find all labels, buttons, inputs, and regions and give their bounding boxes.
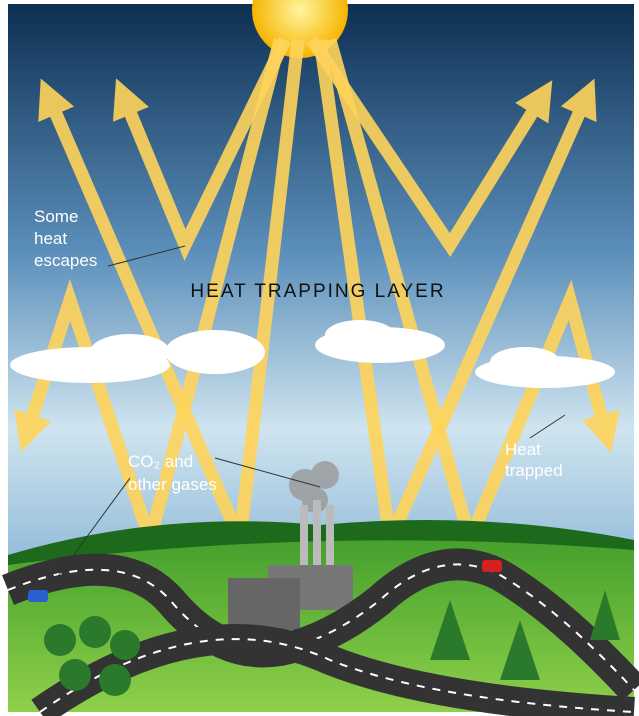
trees (44, 590, 620, 696)
layer-label: HEAT TRAPPING LAYER (190, 281, 445, 302)
tree (110, 630, 140, 660)
tree (99, 664, 131, 696)
leader-line (529, 414, 566, 439)
tree (79, 616, 111, 648)
smoke-puff (311, 461, 339, 489)
tree (44, 624, 76, 656)
treeline-shape (8, 520, 634, 565)
cloud (90, 334, 170, 370)
cloud (325, 320, 395, 350)
smoke (289, 461, 339, 513)
cloud (165, 330, 265, 374)
tree (500, 620, 540, 680)
label-line: heat (34, 229, 67, 248)
label-line: CO₂ and (128, 452, 193, 471)
label-line: escapes (34, 251, 97, 270)
label-line: Heat (505, 440, 541, 459)
tree (59, 659, 91, 691)
label-line: other gases (128, 475, 217, 494)
ray (112, 37, 291, 261)
leaders (47, 245, 566, 591)
leader-line (107, 245, 186, 267)
chimney (326, 505, 334, 570)
chimney (313, 500, 321, 570)
road (2, 548, 639, 716)
car (28, 590, 48, 602)
building (228, 578, 300, 630)
label-line: trapped (505, 461, 563, 480)
leader-line (47, 477, 131, 591)
clouds (10, 320, 615, 388)
road-line (39, 638, 635, 713)
factory (228, 500, 353, 630)
label-line: Some (34, 207, 78, 226)
chimney (300, 505, 308, 570)
car (482, 560, 502, 572)
ray (306, 36, 553, 257)
tree (430, 600, 470, 660)
road-line (7, 563, 635, 691)
leader-line (214, 457, 321, 488)
treeline (8, 520, 634, 565)
tree (590, 590, 620, 640)
cloud (490, 347, 560, 377)
